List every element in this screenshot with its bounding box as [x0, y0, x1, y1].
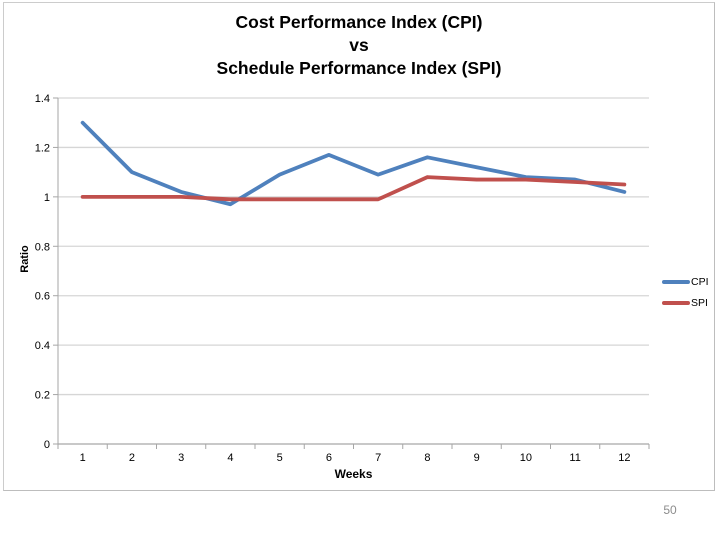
x-tick-label: 8 — [424, 452, 430, 464]
x-tick-label: 12 — [618, 452, 630, 464]
y-tick-label: 0.6 — [35, 291, 50, 303]
x-tick-label: 9 — [474, 452, 480, 464]
legend-item-cpi: CPI — [662, 271, 709, 292]
x-tick-label: 3 — [178, 452, 184, 464]
y-tick-label: 0 — [44, 439, 50, 451]
x-tick-label: 2 — [129, 452, 135, 464]
legend-item-spi: SPI — [662, 292, 709, 313]
slide-page-number: 50 — [663, 503, 677, 517]
y-tick-label: 0.8 — [35, 241, 50, 253]
y-axis-title: Ratio — [19, 245, 31, 273]
y-tick-label: 0.2 — [35, 390, 50, 402]
chart-legend: CPI SPI — [662, 271, 709, 313]
series-line-cpi — [80, 120, 627, 207]
x-tick-label: 11 — [569, 452, 580, 464]
chart-title-line-1: Cost Performance Index (CPI) — [235, 12, 483, 32]
x-tick-label: 6 — [326, 452, 332, 464]
x-tick-label: 5 — [277, 452, 283, 464]
y-tick-label: 1.2 — [35, 142, 50, 154]
series-line-spi — [80, 175, 627, 202]
x-tick-label: 1 — [80, 452, 86, 464]
y-tick-label: 0.4 — [35, 340, 50, 352]
line-chart-plot: 00.20.40.60.811.21.41 2 3 4 5 6 7 8 9 10 11 12 — [35, 93, 650, 464]
x-axis-title: Weeks — [334, 467, 373, 481]
slide-chart-frame: Cost Performance Index (CPI) vs Schedule… — [3, 2, 715, 491]
x-tick-label: 10 — [520, 452, 532, 464]
chart-title-line-3: Schedule Performance Index (SPI) — [216, 58, 502, 78]
chart-title-line-2: vs — [349, 35, 369, 55]
y-tick-label: 1 — [44, 192, 50, 204]
cpi-line-swatch — [662, 279, 690, 284]
x-tick-label: 7 — [375, 452, 381, 464]
legend-label-cpi: CPI — [691, 275, 709, 288]
x-tick-label: 4 — [227, 452, 233, 464]
spi-line-swatch — [662, 300, 690, 305]
y-tick-label: 1.4 — [35, 93, 50, 105]
chart-title: Cost Performance Index (CPI) vs Schedule… — [4, 11, 714, 80]
legend-label-spi: SPI — [691, 296, 708, 309]
